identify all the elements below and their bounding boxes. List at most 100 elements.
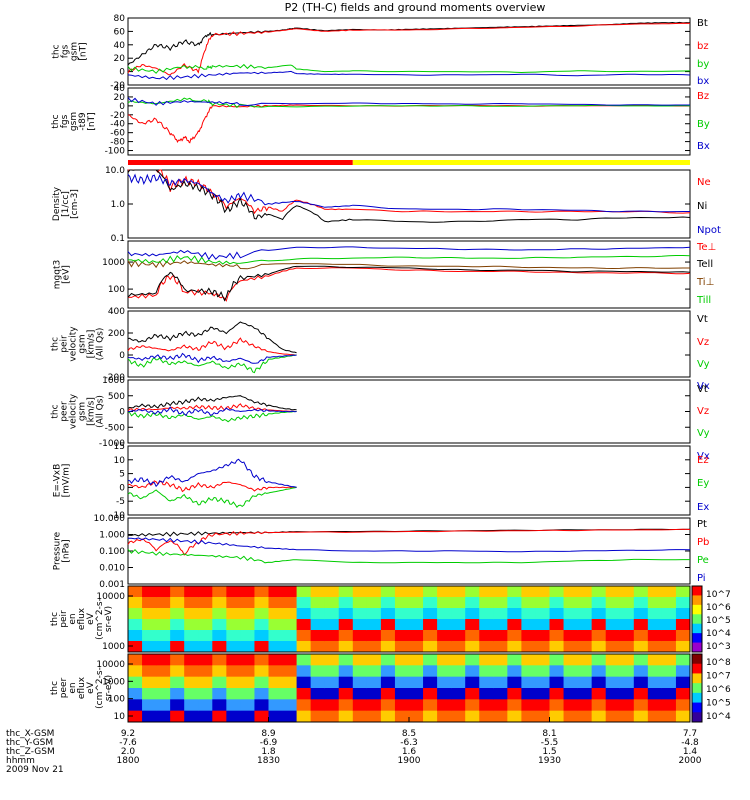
spectrogram-cell bbox=[549, 597, 565, 609]
spectrogram-cell bbox=[577, 710, 593, 723]
spectrogram-cell bbox=[240, 630, 255, 642]
spectrogram-cell bbox=[142, 654, 157, 666]
spectrogram-cell bbox=[605, 630, 621, 642]
series-line-till bbox=[128, 255, 691, 265]
y-axis-label-line: [nPa] bbox=[62, 539, 72, 562]
spectrogram-cell bbox=[296, 597, 312, 609]
spectrogram-cell bbox=[451, 619, 466, 631]
colorbar-segment bbox=[692, 586, 702, 596]
spectrogram-cell bbox=[633, 688, 649, 700]
spectrogram-cell bbox=[170, 665, 185, 678]
panel-frame bbox=[127, 240, 691, 309]
y-tick-label: 10.000 bbox=[94, 514, 126, 524]
spectrogram-cell bbox=[254, 597, 269, 609]
spectrogram-cell bbox=[465, 710, 480, 723]
legend-pb: Pb bbox=[697, 537, 709, 548]
spectrogram-cell bbox=[535, 654, 550, 666]
spectrogram-cell bbox=[577, 688, 593, 700]
legend-bz: bz bbox=[697, 41, 709, 52]
spectrogram-cell bbox=[282, 699, 298, 712]
y-axis-label-line: sr-eV) bbox=[104, 606, 114, 632]
spectrogram-cell bbox=[352, 597, 368, 609]
spectrogram-cell bbox=[437, 619, 452, 631]
spectrogram-cell bbox=[563, 654, 579, 666]
spectrogram-cell bbox=[633, 619, 649, 631]
spectrogram-cell bbox=[380, 676, 396, 689]
spectrogram-cell bbox=[535, 688, 550, 700]
spectrogram-cell bbox=[549, 699, 565, 712]
spectrogram-cell bbox=[128, 676, 143, 689]
panel-frame bbox=[127, 445, 691, 516]
legend-te⊥: Te⊥ bbox=[696, 242, 716, 253]
spectrogram-cell bbox=[675, 619, 691, 631]
spectrogram-cell bbox=[128, 699, 143, 712]
y-axis-label-line: [1/cc] bbox=[61, 191, 71, 217]
date-label: 2009 Nov 21 bbox=[6, 765, 64, 775]
y-axis-label-line: gsm bbox=[78, 334, 88, 353]
spectrogram-cell bbox=[521, 630, 536, 642]
spectrogram-cell bbox=[310, 688, 326, 700]
y-axis-label-line: -t89 bbox=[78, 112, 88, 131]
spectrogram-cell bbox=[226, 710, 241, 723]
spectrogram-cell bbox=[451, 710, 466, 723]
spectrogram-cell bbox=[394, 710, 410, 723]
y-axis-label-line: peir bbox=[59, 610, 69, 628]
spectrogram-cell bbox=[535, 710, 550, 723]
spectrogram-cell bbox=[507, 597, 522, 609]
spectrogram-cell bbox=[619, 654, 635, 666]
spectrogram-cell bbox=[268, 630, 284, 642]
x-axis-value: 8.1 bbox=[542, 729, 556, 739]
spectrogram-cell bbox=[409, 641, 424, 653]
colorbar-tick-label: 10^8 bbox=[706, 658, 731, 668]
spectrogram-cell bbox=[338, 608, 354, 620]
spectrogram-cell bbox=[380, 688, 396, 700]
spectrogram-cell bbox=[437, 654, 452, 666]
colorbar-segment bbox=[692, 663, 702, 674]
spectrogram-cell bbox=[465, 688, 480, 700]
y-tick-label: 20 bbox=[114, 93, 126, 103]
spectrogram-cell bbox=[268, 699, 284, 712]
y-tick-label: 1000 bbox=[102, 376, 125, 386]
spectrogram-cell bbox=[198, 688, 213, 700]
spectrogram-cell bbox=[338, 710, 354, 723]
spectrogram-cell bbox=[493, 630, 508, 642]
spectrogram-cell bbox=[380, 654, 396, 666]
spectrogram-cell bbox=[437, 586, 452, 598]
spectrogram-cell bbox=[324, 619, 340, 631]
y-axis-label-line: (All Qs) bbox=[96, 395, 106, 428]
spectrogram-cell bbox=[142, 665, 157, 678]
spectrogram-cell bbox=[324, 630, 340, 642]
panel-frame-top bbox=[127, 585, 691, 653]
spectrogram-cell bbox=[619, 586, 635, 598]
spectrogram-cell bbox=[128, 665, 143, 678]
spectrogram-cell bbox=[296, 710, 312, 723]
spectrogram-cell bbox=[394, 597, 410, 609]
spectrogram-cell bbox=[170, 654, 185, 666]
y-axis-label-line: thc bbox=[51, 114, 61, 128]
legend-vz: Vz bbox=[697, 337, 709, 348]
legend-pe: Pe bbox=[697, 555, 709, 566]
spectrogram-cell bbox=[394, 641, 410, 653]
legend-by: by bbox=[697, 59, 709, 70]
spectrogram-cell bbox=[577, 586, 593, 598]
spectrogram-cell bbox=[226, 676, 241, 689]
spectrogram-cell bbox=[465, 586, 480, 598]
spectrogram-cell bbox=[409, 654, 424, 666]
spectrogram-cell bbox=[661, 654, 677, 666]
spectrogram-cell bbox=[619, 676, 635, 689]
spectrogram-cell bbox=[324, 665, 340, 678]
y-tick-label: -1000 bbox=[99, 439, 125, 449]
legend-by: By bbox=[697, 119, 710, 130]
spectrogram-cell bbox=[507, 688, 522, 700]
spectrogram-cell bbox=[479, 641, 494, 653]
spectrogram-cell bbox=[423, 654, 438, 666]
spectrogram-cell bbox=[268, 619, 284, 631]
spectrogram-cell bbox=[591, 586, 607, 598]
spectrogram-cell bbox=[479, 676, 494, 689]
spectrogram-cell bbox=[282, 630, 298, 642]
spectrogram-cell bbox=[661, 619, 677, 631]
colorbar-tick-label: 10^4 bbox=[706, 629, 731, 639]
spectrogram-cell bbox=[605, 641, 621, 653]
spectrogram-cell bbox=[366, 630, 382, 642]
y-axis-label: E=-VxB[mV/m] bbox=[53, 464, 72, 498]
